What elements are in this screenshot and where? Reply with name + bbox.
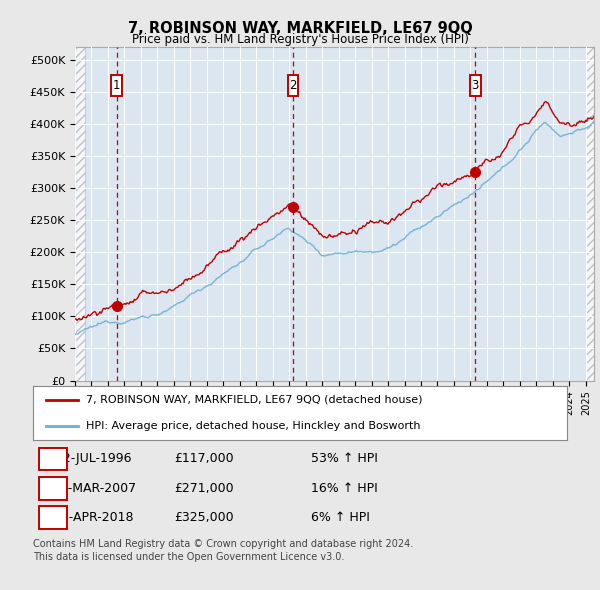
Text: 7, ROBINSON WAY, MARKFIELD, LE67 9QQ: 7, ROBINSON WAY, MARKFIELD, LE67 9QQ (128, 21, 472, 35)
Text: 53% ↑ HPI: 53% ↑ HPI (311, 453, 377, 466)
Text: Contains HM Land Registry data © Crown copyright and database right 2024.: Contains HM Land Registry data © Crown c… (33, 539, 413, 549)
Text: 7, ROBINSON WAY, MARKFIELD, LE67 9QQ (detached house): 7, ROBINSON WAY, MARKFIELD, LE67 9QQ (de… (86, 395, 423, 405)
Bar (75, 47, 85, 381)
Text: 12-JUL-1996: 12-JUL-1996 (56, 453, 133, 466)
FancyBboxPatch shape (40, 477, 67, 500)
Text: HPI: Average price, detached house, Hinckley and Bosworth: HPI: Average price, detached house, Hinc… (86, 421, 421, 431)
FancyBboxPatch shape (112, 76, 122, 96)
Text: £325,000: £325,000 (174, 511, 233, 524)
Text: £271,000: £271,000 (174, 481, 233, 495)
Bar (586, 47, 596, 381)
FancyBboxPatch shape (40, 506, 67, 529)
Text: 1: 1 (113, 79, 121, 92)
Text: 2: 2 (289, 79, 297, 92)
Text: This data is licensed under the Open Government Licence v3.0.: This data is licensed under the Open Gov… (33, 552, 344, 562)
Text: £117,000: £117,000 (174, 453, 233, 466)
Text: 29-MAR-2007: 29-MAR-2007 (52, 481, 136, 495)
Text: 6% ↑ HPI: 6% ↑ HPI (311, 511, 370, 524)
FancyBboxPatch shape (40, 448, 67, 470)
Text: 3: 3 (472, 79, 479, 92)
Text: 1: 1 (49, 453, 57, 466)
Text: Price paid vs. HM Land Registry's House Price Index (HPI): Price paid vs. HM Land Registry's House … (131, 33, 469, 46)
Text: 3: 3 (49, 511, 57, 524)
Text: 16-APR-2018: 16-APR-2018 (54, 511, 134, 524)
FancyBboxPatch shape (470, 76, 481, 96)
Text: 2: 2 (49, 481, 57, 495)
FancyBboxPatch shape (288, 76, 298, 96)
Text: 16% ↑ HPI: 16% ↑ HPI (311, 481, 377, 495)
